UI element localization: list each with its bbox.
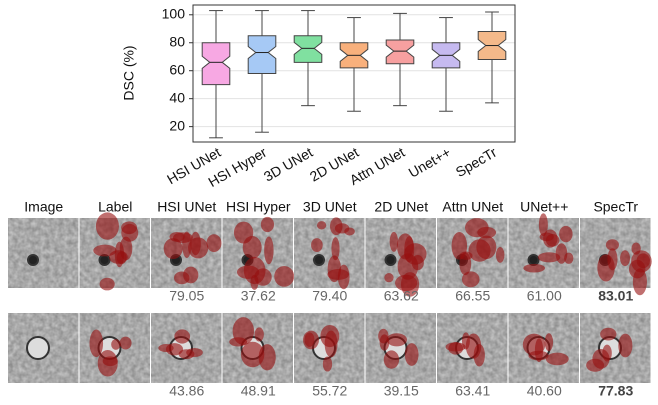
- segmentation-overlay: [387, 333, 408, 346]
- image-feature: [27, 337, 49, 359]
- column-header: 3D UNet: [303, 199, 357, 215]
- segmentation-overlay: [405, 343, 419, 366]
- segmentation-overlay: [237, 266, 259, 279]
- segmentation-overlay: [179, 349, 195, 359]
- segmentation-overlay: [477, 227, 496, 238]
- segmentation-overlay: [303, 331, 319, 350]
- image-feature: [314, 255, 324, 265]
- segmentation-overlay: [474, 344, 485, 367]
- segmentation-overlay: [384, 273, 393, 282]
- segmentation-overlay: [320, 325, 339, 347]
- image-feature: [529, 255, 539, 265]
- column-header: SpecTr: [593, 199, 638, 215]
- box: [386, 40, 414, 64]
- column-header: Attn UNet: [442, 199, 503, 215]
- column-header: HSI Hyper: [226, 199, 291, 215]
- score: 55.72: [312, 383, 347, 399]
- segmentation-overlay: [462, 332, 470, 349]
- segmentation-overlay: [264, 236, 273, 264]
- score: 79.05: [169, 288, 204, 304]
- segmentation-overlay: [311, 238, 323, 252]
- score: 61.00: [527, 288, 562, 304]
- segmentation-overlay: [183, 267, 198, 284]
- y-tick-label: 100: [162, 5, 186, 21]
- segmentation-overlay: [607, 248, 617, 270]
- segmentation-overlay: [174, 329, 190, 343]
- image-texture: [8, 218, 79, 288]
- segmentation-overlay: [620, 250, 630, 266]
- segmentation-overlay: [96, 212, 119, 239]
- segmentation-overlay: [158, 344, 173, 352]
- segmentation-overlay: [229, 337, 247, 346]
- segmentation-overlay: [600, 328, 616, 341]
- segmentation-overlay: [559, 226, 573, 242]
- segmentation-overlay: [100, 278, 115, 291]
- y-axis-label: DSC (%): [121, 45, 137, 100]
- segmentation-overlay: [90, 330, 104, 358]
- segmentation-overlay: [469, 239, 491, 261]
- segmentation-overlay: [206, 234, 221, 252]
- image-feature: [386, 255, 396, 265]
- segmentation-overlay: [259, 344, 276, 370]
- score: 79.40: [312, 288, 347, 304]
- image-feature: [28, 255, 38, 265]
- segmentation-overlay: [120, 337, 132, 350]
- segmentation-overlay: [602, 345, 611, 362]
- score: 48.91: [241, 383, 276, 399]
- score: 66.55: [455, 288, 490, 304]
- score: 40.60: [527, 383, 562, 399]
- segmentation-overlay: [328, 256, 341, 283]
- segmentation-overlay: [390, 232, 398, 252]
- segmentation-overlay: [618, 334, 632, 358]
- column-header: HSI UNet: [157, 199, 216, 215]
- column-header: Label: [98, 199, 132, 215]
- box: [202, 43, 230, 85]
- score: 39.15: [384, 383, 419, 399]
- y-tick-label: 20: [169, 117, 185, 133]
- image-feature: [100, 255, 110, 265]
- segmentation-overlay: [261, 217, 274, 232]
- segmentation-overlay: [335, 223, 349, 233]
- score: 43.86: [169, 383, 204, 399]
- column-header: UNet++: [520, 199, 568, 215]
- y-tick-label: 60: [169, 61, 185, 77]
- box: [248, 36, 276, 74]
- x-tick-label: 3D UNet: [261, 144, 316, 185]
- segmentation-overlay: [496, 247, 505, 263]
- column-header: 2D UNet: [374, 199, 428, 215]
- segmentation-overlay: [556, 243, 568, 264]
- score: 83.01: [598, 288, 633, 304]
- segmentation-overlay: [523, 264, 545, 273]
- segmentation-overlay: [629, 260, 645, 279]
- segmentation-overlay: [384, 350, 399, 368]
- segmentation-overlay: [523, 334, 545, 356]
- segmentation-overlay: [323, 356, 332, 371]
- segmentation-overlay: [121, 224, 138, 242]
- column-header: Image: [24, 199, 63, 215]
- segmentation-overlay: [103, 356, 118, 366]
- segmentation-overlay: [111, 339, 120, 350]
- score: 63.62: [384, 288, 419, 304]
- segmentation-overlay: [173, 232, 193, 243]
- segmentation-overlay: [274, 266, 294, 287]
- score: 63.41: [455, 383, 490, 399]
- x-tick-label: SpecTr: [453, 144, 500, 180]
- segmentation-overlay: [234, 222, 253, 244]
- segmentation-overlay: [546, 234, 560, 247]
- segmentation-overlay: [586, 359, 604, 372]
- segmentation-overlay: [546, 353, 569, 366]
- segmentation-overlay: [545, 333, 553, 351]
- segmentation-overlay: [317, 221, 326, 229]
- segmentation-overlay: [109, 250, 128, 264]
- segmentation-overlay: [254, 327, 263, 341]
- box: [294, 36, 322, 63]
- y-tick-label: 80: [169, 33, 185, 49]
- figure: DSC (%) 20 40 60 80 100 HSI UNet HSI Hyper 3D U…: [0, 0, 658, 405]
- x-tick-label: Unet++: [406, 144, 454, 181]
- score: 37.62: [241, 288, 276, 304]
- y-tick-label: 40: [169, 89, 185, 105]
- segmentation-overlay: [462, 271, 480, 287]
- score: 77.83: [598, 383, 633, 399]
